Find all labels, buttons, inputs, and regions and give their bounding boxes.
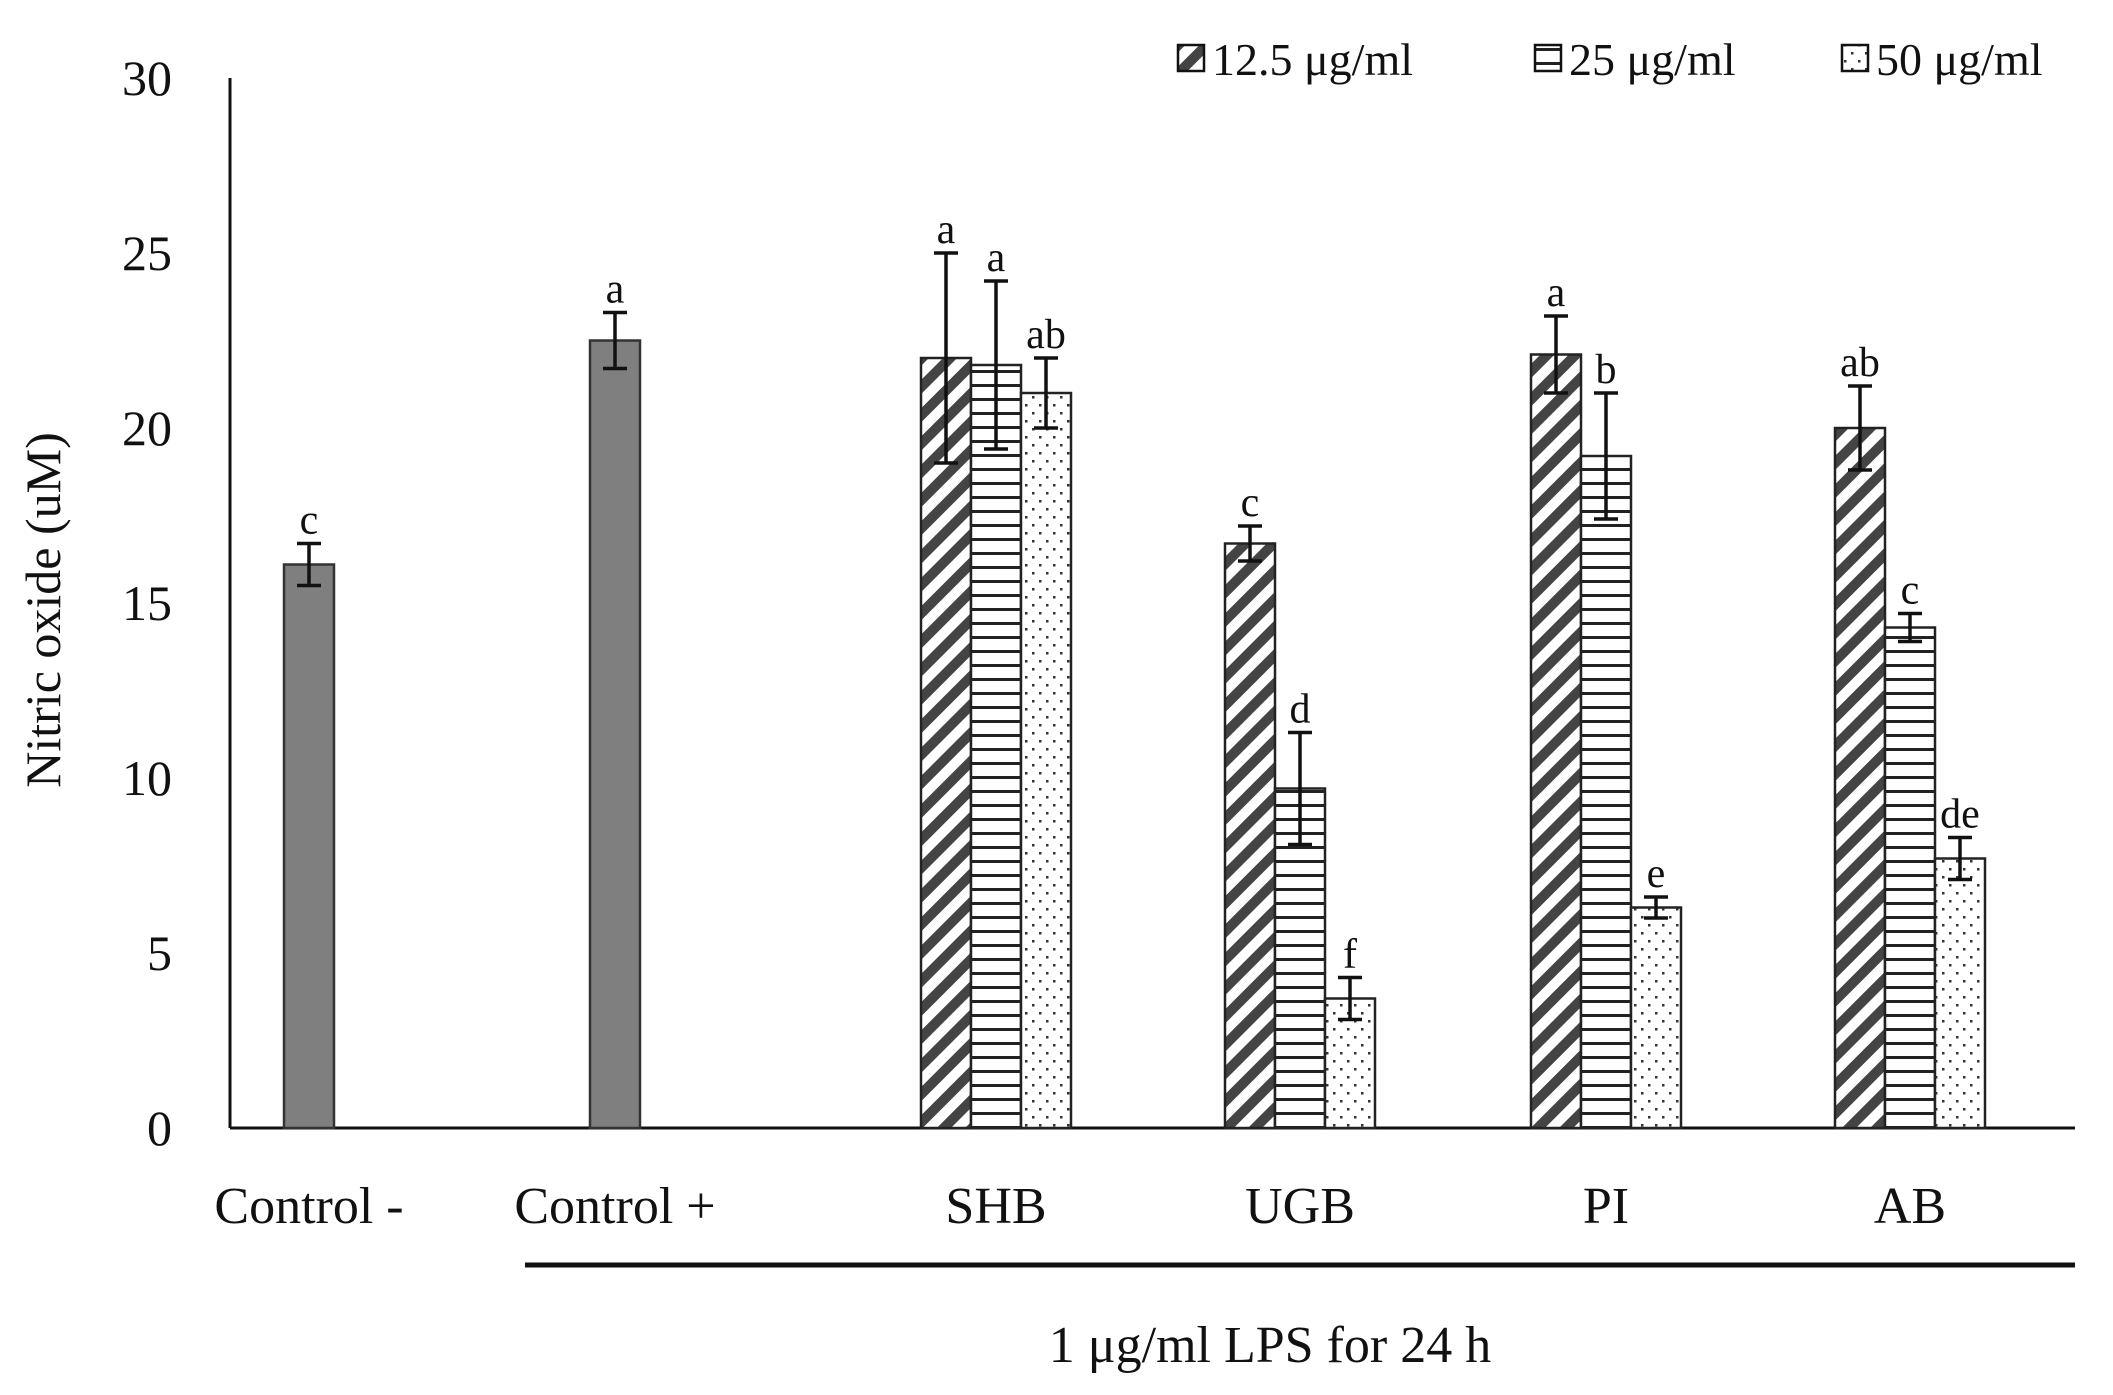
significance-letter: c [1901,568,1920,614]
y-tick-label: 20 [122,400,172,456]
significance-letter: a [987,235,1006,281]
y-axis-label: Nitric oxide (uM) [15,432,71,787]
significance-letter: c [300,498,319,544]
treatment-bar [919,356,973,1130]
significance-letter: a [1547,270,1566,316]
significance-letter: a [606,267,625,313]
treatment-bar [1579,454,1633,1130]
legend-swatch [1533,43,1563,73]
x-category-label: SHB [945,1178,1046,1235]
y-tick-label: 25 [122,225,172,281]
x-category-label: PI [1583,1178,1629,1235]
plot-area: 0 5 10 15 20 25 30 Control - Control + SHB UGB PI AB… [122,50,2075,1235]
legend-swatch [1840,43,1870,73]
y-axis-label-group: Nitric oxide (uM) [15,432,71,787]
control-bar [588,339,642,1130]
significance-letter: a [937,207,956,253]
significance-letter: ab [1840,340,1880,386]
treatment-bar [1529,353,1583,1130]
significance-letter: d [1290,687,1311,733]
legend: 12.5 μg/ml 25 μg/ml 50 μg/ml [1176,34,2043,85]
y-tick-label: 0 [147,1100,172,1156]
x-category-label: Control - [214,1178,403,1235]
significance-letter: f [1343,932,1357,978]
significance-letter: b [1596,347,1617,393]
lps-bracket-label: 1 μg/ml LPS for 24 h [1049,1317,1491,1374]
control-bar [282,563,336,1130]
legend-label: 12.5 μg/ml [1212,34,1413,85]
treatment-bar [969,363,1023,1130]
treatment-bar [1933,857,1987,1130]
treatment-bar [1019,391,1073,1130]
treatment-bar [1883,626,1937,1130]
significance-letter: de [1940,792,1980,838]
y-tick-label: 10 [122,750,172,806]
treatment-bar [1223,542,1277,1130]
legend-swatch [1176,43,1206,73]
y-tick-label: 5 [147,925,172,981]
treatment-bar [1833,426,1887,1130]
treatment-bar [1629,906,1683,1130]
legend-label: 25 μg/ml [1569,34,1736,85]
y-tick-label: 30 [122,50,172,106]
x-category-label: UGB [1245,1178,1355,1235]
x-category-label: AB [1874,1178,1946,1235]
significance-letter: c [1241,480,1260,526]
significance-letter: e [1647,851,1666,897]
lps-bracket: 1 μg/ml LPS for 24 h [525,1262,2075,1374]
x-category-label: Control + [514,1178,715,1235]
y-tick-label: 15 [122,575,172,631]
significance-letter: ab [1026,312,1066,358]
legend-label: 50 μg/ml [1876,34,2043,85]
